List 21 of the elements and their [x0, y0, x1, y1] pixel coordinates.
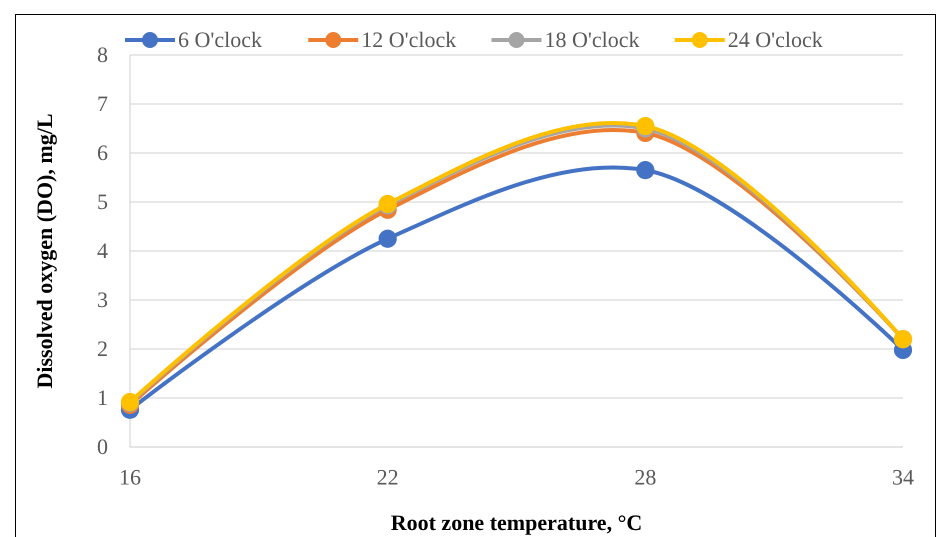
- x-tick-label: 22: [376, 464, 399, 490]
- x-tick-label: 28: [634, 464, 656, 490]
- legend-label: 6 O'clock: [178, 27, 262, 52]
- point: [378, 230, 397, 248]
- point: [636, 161, 654, 180]
- y-axis-title: Dissolved oxygen (DO), mg/L: [32, 114, 57, 388]
- x-axis-title: Root zone temperature, °C: [390, 510, 642, 535]
- y-tick-label: 6: [97, 140, 108, 166]
- y-tick-label: 3: [97, 287, 108, 312]
- y-tick-label: 4: [97, 238, 108, 264]
- y-tick-label: 7: [97, 91, 108, 116]
- y-tick-label: 8: [97, 42, 108, 68]
- legend-label: 18 O'clock: [544, 27, 640, 52]
- y-tick-label: 1: [97, 385, 108, 410]
- y-tick-label: 5: [97, 189, 108, 214]
- y-tick-label: 0: [97, 434, 108, 460]
- x-tick-label: 16: [119, 464, 141, 490]
- y-tick-label: 2: [97, 336, 108, 362]
- legend-label: 12 O'clock: [361, 27, 456, 52]
- legend-label: 24 O'clock: [728, 27, 823, 52]
- x-tick-label: 34: [892, 464, 914, 490]
